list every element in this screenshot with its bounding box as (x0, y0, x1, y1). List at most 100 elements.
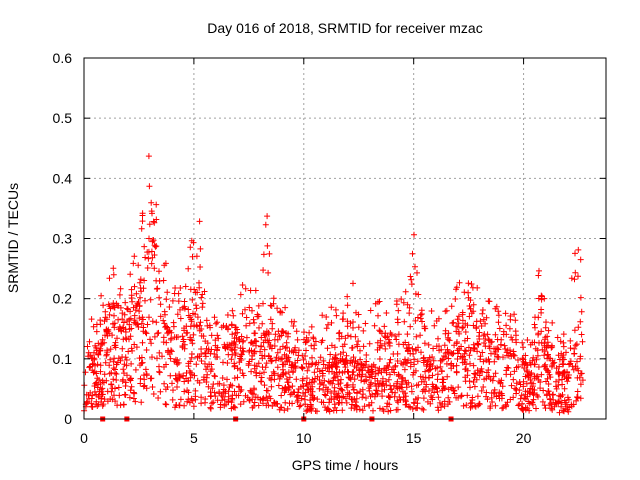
data-point (188, 337, 195, 344)
data-point (303, 360, 310, 367)
data-point (174, 384, 180, 390)
data-point (459, 317, 466, 324)
data-point (189, 340, 196, 347)
data-point (192, 387, 199, 394)
data-point (106, 275, 113, 282)
data-point (169, 380, 175, 387)
data-point (184, 398, 191, 405)
data-point (199, 300, 206, 307)
y-tick-label: 0.1 (53, 351, 73, 367)
data-point (521, 365, 528, 371)
data-point (403, 345, 410, 352)
data-point (131, 341, 138, 348)
y-tick-label: 0 (64, 411, 72, 427)
data-point (541, 295, 548, 302)
data-point (143, 347, 150, 353)
data-point (344, 302, 351, 309)
data-point (132, 398, 139, 405)
data-point (560, 331, 567, 338)
data-point (540, 387, 547, 394)
data-point (279, 328, 286, 335)
data-point (136, 315, 143, 322)
data-point (121, 391, 128, 398)
data-point (339, 343, 346, 350)
data-point (110, 358, 117, 365)
data-point (464, 392, 471, 399)
data-point (218, 324, 225, 331)
data-point (277, 373, 284, 380)
data-point (422, 325, 429, 332)
data-point (143, 385, 150, 392)
data-point (185, 377, 192, 384)
data-point (153, 319, 160, 326)
y-tick-label: 0.5 (53, 110, 73, 126)
data-point (197, 319, 204, 326)
data-point (347, 333, 354, 340)
data-point (200, 333, 207, 340)
data-point (383, 310, 390, 316)
x-tick-label: 10 (296, 430, 312, 446)
data-point (437, 363, 444, 370)
data-point (153, 277, 160, 284)
data-point (575, 324, 582, 331)
data-point (462, 320, 469, 327)
data-point (225, 351, 232, 358)
data-point (393, 336, 400, 343)
data-point (348, 345, 355, 351)
data-point (142, 297, 148, 304)
data-point (579, 377, 586, 384)
data-point (575, 273, 581, 280)
data-point (501, 342, 508, 349)
data-point (538, 371, 545, 378)
data-point (235, 392, 242, 399)
data-point (196, 284, 203, 291)
data-point (149, 210, 155, 217)
data-point (534, 352, 541, 359)
data-point (232, 344, 239, 351)
data-point (507, 350, 514, 357)
data-point (462, 329, 469, 335)
data-point (95, 392, 102, 399)
data-point (119, 378, 126, 385)
data-point (290, 323, 297, 329)
data-point (503, 322, 510, 329)
data-point (167, 355, 174, 362)
data-point (183, 330, 190, 337)
data-point (163, 339, 170, 346)
data-point (129, 298, 136, 305)
data-point (264, 242, 271, 249)
data-point (157, 388, 164, 395)
data-point (265, 402, 272, 409)
data-point (124, 305, 130, 312)
data-point (520, 356, 527, 363)
data-point (313, 359, 320, 366)
data-point (336, 329, 343, 336)
data-point (508, 334, 515, 341)
data-point (148, 260, 155, 267)
data-point (91, 388, 98, 395)
data-point (377, 328, 384, 335)
data-point (400, 299, 407, 306)
data-point (483, 314, 490, 321)
data-point (360, 343, 367, 350)
data-point (248, 368, 255, 375)
data-point (149, 238, 156, 245)
data-point (556, 377, 562, 383)
data-point (128, 292, 135, 299)
data-point (481, 340, 487, 346)
data-point (474, 393, 481, 400)
data-point (554, 334, 561, 341)
data-point (556, 370, 563, 377)
data-point (421, 340, 428, 347)
data-point (269, 325, 276, 332)
data-point (473, 318, 480, 325)
data-point (452, 296, 459, 302)
data-point (141, 243, 148, 250)
data-point (264, 397, 271, 404)
data-point (456, 330, 463, 337)
data-point (375, 299, 381, 306)
data-point (565, 372, 572, 378)
data-point (404, 348, 411, 355)
data-point (174, 361, 181, 368)
data-point (405, 357, 412, 364)
